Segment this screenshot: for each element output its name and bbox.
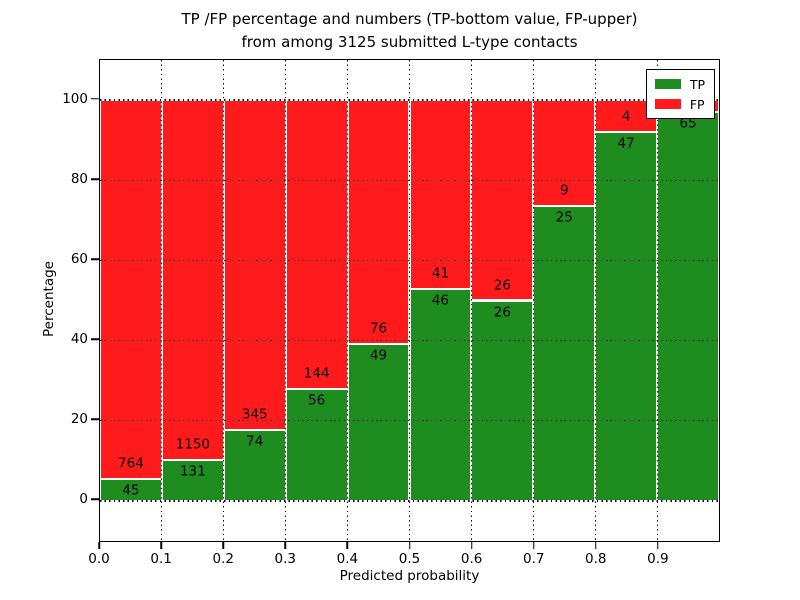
bars-layer xyxy=(100,60,719,541)
legend-item-fp: FP xyxy=(654,94,705,114)
tp-value-label: 49 xyxy=(369,347,388,364)
vertical-gridline xyxy=(285,60,287,541)
bar-value-labels-layer: 45 764 131 1150 74 345 56 144 49 76 46 41 26 26 25 9 47 4… xyxy=(100,60,719,541)
tp-value-label: 131 xyxy=(179,463,206,480)
fp-value-label: 764 xyxy=(118,455,144,472)
fp-legend-label: FP xyxy=(689,96,705,112)
tp-swatch-icon xyxy=(654,79,681,89)
tp-value-label: 56 xyxy=(308,391,326,408)
fp-bar-segment xyxy=(100,100,162,479)
fp-value-label: 41 xyxy=(431,265,450,282)
y-tick-label: 100 xyxy=(62,90,88,107)
y-tick-marks xyxy=(91,59,99,539)
grid-layer xyxy=(100,60,719,541)
x-tick-label: 0.6 xyxy=(460,551,483,567)
fp-bar-segment xyxy=(409,100,472,289)
tp-value-label: 74 xyxy=(246,433,264,450)
x-tick-mark xyxy=(657,542,659,549)
fp-value-label: 26 xyxy=(493,276,511,293)
x-tick-mark xyxy=(470,542,473,549)
vertical-gridline xyxy=(656,60,658,541)
fp-value-label: 76 xyxy=(369,320,388,337)
plot-area: 45 764 131 1150 74 345 56 144 49 76 46 41 26 26 25 9 47 4… xyxy=(99,59,720,542)
tp-bar-segment xyxy=(533,206,596,501)
x-tick-mark xyxy=(160,542,162,549)
tp-bar-segment xyxy=(595,131,658,501)
y-tick-label: 20 xyxy=(70,411,88,427)
vertical-gridline xyxy=(470,60,472,541)
tp-value-label: 65 xyxy=(679,115,697,132)
fp-swatch-icon xyxy=(654,99,681,109)
x-tick-mark xyxy=(595,542,597,549)
tp-bar-segment xyxy=(657,112,719,501)
fp-value-label: 345 xyxy=(241,406,268,423)
y-tick-mark xyxy=(91,258,99,260)
x-tick-label: 0.9 xyxy=(647,551,669,567)
y-tick-label: 60 xyxy=(70,251,88,267)
chart-title: TP /FP percentage and numbers (TP-bottom… xyxy=(99,8,720,53)
x-tick-label: 0.7 xyxy=(522,551,545,567)
x-tick-mark xyxy=(98,542,100,549)
vertical-gridline xyxy=(532,60,534,541)
tp-value-label: 46 xyxy=(431,292,450,309)
x-tick-label: 0.0 xyxy=(88,551,110,567)
tp-bar-segment xyxy=(161,459,224,501)
y-tick-mark xyxy=(91,98,99,100)
fp-bar-segment xyxy=(533,100,596,207)
vertical-gridline xyxy=(594,60,596,541)
x-tick-label: 0.5 xyxy=(398,551,421,567)
x-tick-mark xyxy=(346,542,349,549)
fp-value-label: 4 xyxy=(621,107,631,124)
y-tick-label: 0 xyxy=(79,491,88,507)
vertical-gridline xyxy=(347,60,349,541)
x-tick-mark xyxy=(408,542,411,549)
x-tick-mark xyxy=(532,542,535,549)
y-tick-mark xyxy=(91,418,99,420)
fp-value-label: 144 xyxy=(303,365,330,382)
legend: TP FP xyxy=(645,69,715,119)
y-tick-labels: 0 20 40 60 80 100 xyxy=(0,59,88,539)
fp-value-label: 9 xyxy=(559,182,569,199)
x-tick-marks xyxy=(98,542,720,550)
y-tick-mark xyxy=(91,178,99,180)
vertical-gridline xyxy=(161,60,163,541)
x-tick-mark xyxy=(284,542,287,549)
chart-title-line2: from among 3125 submitted L-type contact… xyxy=(241,32,578,51)
x-tick-label: 0.3 xyxy=(274,551,297,567)
y-tick-label: 80 xyxy=(70,171,88,187)
tp-value-label: 45 xyxy=(122,481,140,498)
x-tick-label: 0.2 xyxy=(212,551,234,567)
x-tick-mark xyxy=(222,542,224,549)
x-tick-labels: 0.0 0.1 0.2 0.3 0.4 0.5 0.6 0.7 0.8 0.9 xyxy=(88,551,720,567)
x-tick-label: 0.1 xyxy=(150,551,172,567)
tp-legend-label: TP xyxy=(689,76,705,92)
fp-value-label: 1150 xyxy=(175,436,211,453)
y-tick-mark xyxy=(91,338,99,340)
x-tick-label: 0.8 xyxy=(585,551,607,567)
tp-value-label: 26 xyxy=(493,303,511,320)
vertical-gridline xyxy=(408,60,411,541)
tp-value-label: 25 xyxy=(555,209,573,226)
x-axis-title: Predicted probability xyxy=(339,568,480,584)
chart-title-line1: TP /FP percentage and numbers (TP-bottom… xyxy=(181,10,638,28)
tp-value-label: 47 xyxy=(617,134,635,151)
y-tick-mark xyxy=(91,498,99,500)
x-tick-label: 0.4 xyxy=(336,551,359,567)
fp-bar-segment xyxy=(161,100,224,460)
fp-bar-segment xyxy=(471,100,534,301)
vertical-gridline xyxy=(223,60,225,541)
tp-bar-segment xyxy=(347,343,410,501)
legend-item-tp: TP xyxy=(654,74,705,94)
y-tick-label: 40 xyxy=(70,331,88,347)
